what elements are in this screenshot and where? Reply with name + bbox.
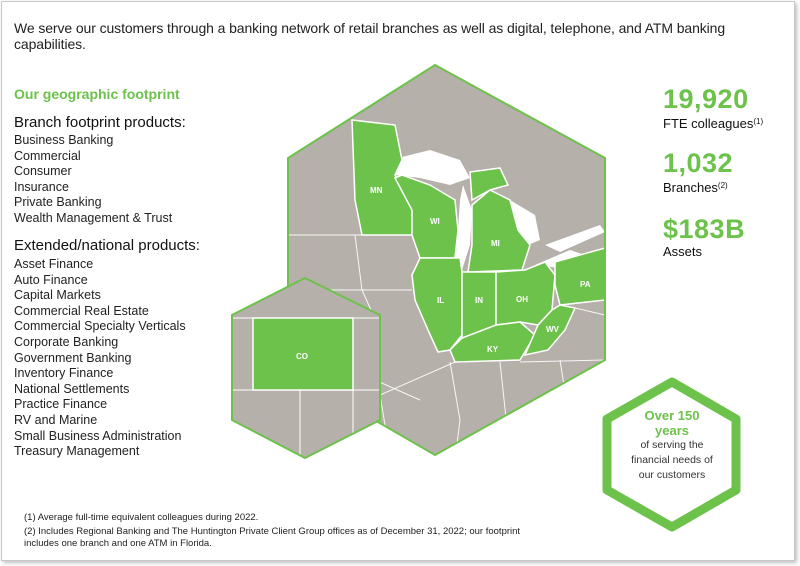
state-label-mi: MI xyxy=(491,239,500,248)
badge-text3: our customers xyxy=(638,469,706,481)
list-item: Commercial Specialty Verticals xyxy=(14,319,186,334)
stat-branches-note: (2) xyxy=(717,181,728,190)
badge-text1: of serving the xyxy=(640,439,704,451)
branch-products-list: Business Banking Commercial Consumer Ins… xyxy=(14,133,172,227)
extended-products-list: Asset Finance Auto Finance Capital Marke… xyxy=(14,257,186,460)
footnote-2-cont: includes one branch and one ATM in Flori… xyxy=(24,538,212,549)
badge-hexagon xyxy=(602,377,741,532)
state-label-in: IN xyxy=(475,296,483,305)
state-label-il: IL xyxy=(437,296,444,305)
list-item: Consumer xyxy=(14,164,72,179)
stat-branches: 1,032 Branches(2) xyxy=(663,148,733,196)
list-item: Business Banking xyxy=(14,133,114,147)
branch-products-heading: Branch footprint products: xyxy=(14,114,186,131)
list-item: Corporate Banking xyxy=(14,334,119,349)
list-item: Wealth Management & Trust xyxy=(14,210,173,225)
list-item: Auto Finance xyxy=(14,272,88,287)
list-item: Capital Markets xyxy=(14,288,101,303)
stat-assets-label: Assets xyxy=(663,244,703,259)
stat-branches-value: 1,032 xyxy=(663,148,734,178)
badge-line1: Over 150 xyxy=(644,408,700,423)
state-mi-upper xyxy=(469,167,510,202)
state-label-pa: PA xyxy=(580,280,591,289)
state-label-ky: KY xyxy=(487,345,499,354)
stat-fte-value: 19,920 xyxy=(663,84,749,114)
footnote-1: (1) Average full-time equivalent colleag… xyxy=(24,512,259,523)
footprint-title: Our geographic footprint xyxy=(14,86,180,102)
list-item: Treasury Management xyxy=(14,444,140,459)
colorado-hex-border xyxy=(231,276,381,460)
badge-line2: years xyxy=(655,423,689,438)
extended-products-heading: Extended/national products: xyxy=(14,237,200,254)
list-item: RV and Marine xyxy=(14,412,98,427)
footnote-2: (2) Includes Regional Banking and The Hu… xyxy=(24,526,521,537)
state-label-wv: WV xyxy=(546,325,560,334)
badge-text2: financial needs of xyxy=(631,454,713,466)
list-item: Inventory Finance xyxy=(14,366,114,381)
list-item: Small Business Administration xyxy=(14,428,182,443)
state-pa xyxy=(554,247,605,306)
state-label-wi: WI xyxy=(430,217,440,226)
stat-assets: $183B Assets xyxy=(663,214,745,260)
list-item: Commercial Real Estate xyxy=(14,303,149,318)
state-label-co: CO xyxy=(296,352,308,361)
state-ky xyxy=(449,321,536,363)
state-mi xyxy=(467,189,531,273)
stat-fte-label: FTE colleagues xyxy=(663,116,754,131)
state-wv xyxy=(523,304,577,357)
list-item: Asset Finance xyxy=(14,257,94,271)
badge-text: Over 150 years of serving the financial … xyxy=(606,408,738,483)
list-item: Commercial xyxy=(14,148,81,163)
state-label-mn: MN xyxy=(370,186,383,195)
colorado-map: CO xyxy=(232,278,380,458)
stat-branches-label: Branches xyxy=(663,180,718,195)
intro-text: We serve our customers through a banking… xyxy=(14,20,726,52)
state-label-oh: OH xyxy=(516,295,528,304)
list-item: Practice Finance xyxy=(14,397,108,412)
list-item: National Settlements xyxy=(14,381,130,396)
list-item: Private Banking xyxy=(14,195,102,210)
list-item: Government Banking xyxy=(14,350,132,365)
list-item: Insurance xyxy=(14,179,69,194)
stat-fte-note: (1) xyxy=(753,117,764,126)
stat-fte: 19,920 FTE colleagues(1) xyxy=(663,84,763,132)
stat-assets-value: $183B xyxy=(663,214,746,244)
state-il xyxy=(411,257,463,353)
state-co xyxy=(252,317,354,391)
map-hex-border xyxy=(287,63,606,457)
